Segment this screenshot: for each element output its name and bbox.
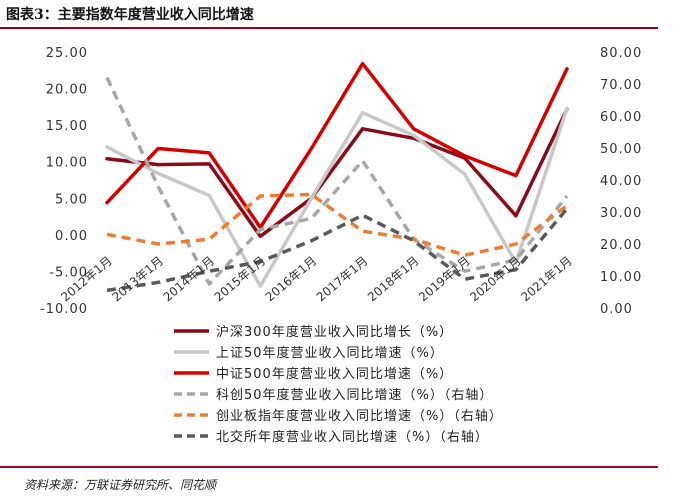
series-line-4 (105, 76, 569, 286)
figure-title: 图表3：主要指数年度营业收入同比增速 (6, 7, 254, 23)
right-tick-label: 30.00 (600, 206, 642, 221)
left-tick-label: 25.00 (46, 46, 88, 61)
right-tick-label: 50.00 (600, 142, 642, 157)
legend-label-2: 上证50年度营业收入同比增速（%） (216, 345, 444, 361)
legend-label-6: 北交所年度营业收入同比增速（%）（右轴） (216, 429, 489, 445)
right-tick-label: 60.00 (600, 110, 642, 125)
series-line-5 (106, 192, 569, 257)
legend-label-4: 科创50年度营业收入同比增速（%）（右轴） (216, 387, 493, 403)
series-line-6 (106, 207, 569, 293)
left-tick-label: -10.00 (40, 302, 88, 317)
series-line-2 (105, 106, 569, 288)
x-tick-label: 2019年1月 (416, 254, 473, 305)
series-line-3 (105, 61, 569, 230)
left-tick-label: -5.00 (49, 265, 88, 280)
x-tick-label: 2021年1月 (518, 254, 575, 305)
series-lines (105, 61, 569, 293)
source-note: 资料来源：万联证券研究所、同花顺 (24, 478, 217, 492)
series-line-1 (105, 107, 569, 239)
right-tick-label: 20.00 (600, 238, 642, 253)
legend-label-5: 创业板指年度营业收入同比增速（%）（右轴） (216, 408, 503, 424)
left-axis-ticks: -10.00 -5.00 0.00 5.00 10.00 15.00 20.00 25.00 (40, 46, 88, 317)
x-tick-label: 2013年1月 (109, 254, 166, 305)
left-tick-label: 5.00 (55, 192, 88, 207)
legend: 沪深300年度营业收入同比增长（%） 上证50年度营业收入同比增速（%） 中证500… (174, 324, 503, 445)
right-tick-label: 80.00 (600, 46, 642, 61)
left-tick-label: 10.00 (46, 156, 88, 171)
right-axis-ticks: 0.00 10.00 20.00 30.00 40.00 50.00 60.00 70.00 8… (600, 46, 642, 317)
x-tick-label: 2015年1月 (212, 254, 269, 305)
x-tick-label: 2020年1月 (467, 254, 524, 305)
left-tick-label: 20.00 (46, 83, 88, 98)
left-tick-label: 15.00 (46, 119, 88, 134)
legend-label-3: 中证500年度营业收入同比增速（%） (216, 366, 453, 382)
footer-divider (0, 466, 658, 468)
title-divider (0, 27, 658, 29)
right-tick-label: 10.00 (600, 270, 642, 285)
right-tick-label: 0.00 (600, 302, 633, 317)
left-tick-label: 0.00 (55, 229, 88, 244)
legend-label-1: 沪深300年度营业收入同比增长（%） (216, 324, 453, 340)
right-tick-label: 70.00 (600, 78, 642, 93)
right-tick-label: 40.00 (600, 174, 642, 189)
x-tick-label: 2018年1月 (365, 254, 422, 305)
x-axis-ticks: 2012年1月2013年1月2014年1月2015年1月2016年1月2017年… (58, 254, 575, 305)
x-tick-label: 2016年1月 (263, 254, 320, 305)
x-tick-label: 2017年1月 (314, 254, 371, 305)
